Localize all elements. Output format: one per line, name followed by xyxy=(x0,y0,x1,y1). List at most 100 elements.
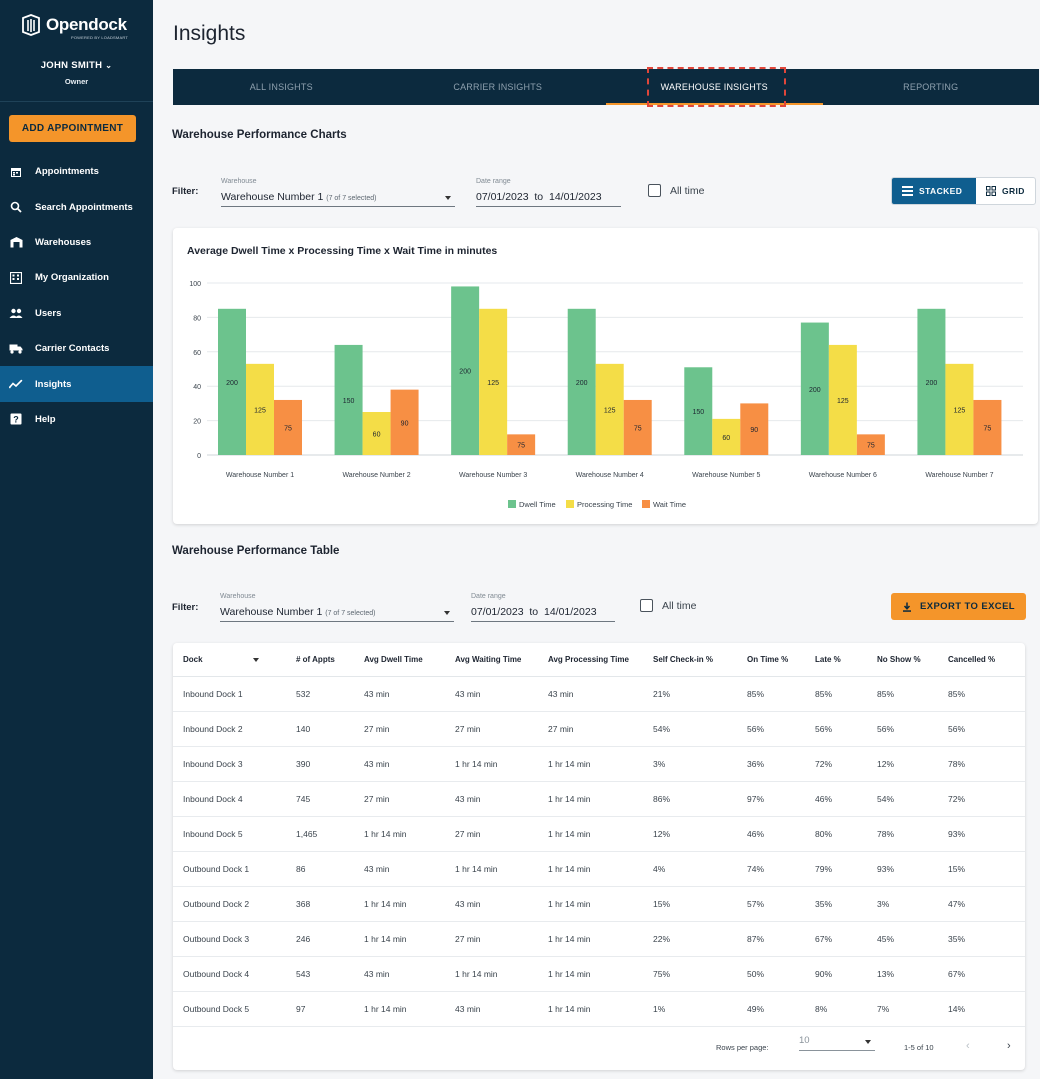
table-cell: 93% xyxy=(948,816,1025,852)
table-row[interactable]: Outbound Dock 5 97 1 hr 14 min 43 min 1 hr 1… xyxy=(173,991,1025,1027)
sidebar-item-users[interactable]: Users xyxy=(0,296,153,331)
table-cell: 1 hr 14 min xyxy=(455,956,548,992)
tab-warehouse-insights[interactable]: WAREHOUSE INSIGHTS xyxy=(606,69,823,105)
view-toggle: STACKED GRID xyxy=(891,177,1036,205)
table-cell: 1 hr 14 min xyxy=(548,851,653,887)
table-row[interactable]: Outbound Dock 4 543 43 min 1 hr 14 min 1 hr … xyxy=(173,956,1025,992)
charts-section-title: Warehouse Performance Charts xyxy=(172,129,347,141)
chart-date-range-field[interactable]: Date range 07/01/2023 to 14/01/2023 xyxy=(476,178,621,207)
table-row[interactable]: Outbound Dock 3 246 1 hr 14 min 27 min 1 hr … xyxy=(173,921,1025,957)
table-cell: 3% xyxy=(653,746,747,782)
bar-chart: 0 20 40 60 80 100 200 125 75 Warehouse Number 1 15… xyxy=(189,281,1023,509)
grid-icon xyxy=(986,186,996,196)
legend-swatch xyxy=(566,500,574,508)
sidebar-item-my-organization[interactable]: My Organization xyxy=(0,260,153,295)
legend-label: Wait Time xyxy=(653,500,686,509)
chart-warehouse-select[interactable]: Warehouse Warehouse Number 1 (7 of 7 sel… xyxy=(221,178,455,207)
table-cell: 3% xyxy=(877,886,948,922)
table-cell: 35% xyxy=(948,921,1025,957)
table-all-time-checkbox[interactable]: All time xyxy=(640,599,696,612)
rows-per-page-select[interactable]: 10 xyxy=(799,1035,875,1051)
stacked-view-button[interactable]: STACKED xyxy=(892,178,976,204)
table-pagination: Rows per page: 10 1-5 of 10 ‹ › xyxy=(173,1028,1025,1068)
table-cell: 1 hr 14 min xyxy=(548,956,653,992)
table-warehouse-select[interactable]: Warehouse Warehouse Number 1 (7 of 7 sel… xyxy=(220,593,454,622)
column-header-late[interactable]: Late % xyxy=(815,643,877,677)
sidebar-item-insights[interactable]: Insights xyxy=(0,366,153,402)
column-header-avg-waiting[interactable]: Avg Waiting Time xyxy=(455,643,548,677)
checkbox-icon[interactable] xyxy=(640,599,653,612)
table-row[interactable]: Inbound Dock 5 1,465 1 hr 14 min 27 min 1 hr… xyxy=(173,816,1025,852)
sidebar-item-carrier-contacts[interactable]: Carrier Contacts xyxy=(0,331,153,366)
column-header-avg-processing[interactable]: Avg Processing Time xyxy=(548,643,653,677)
table-cell: 49% xyxy=(747,991,815,1027)
insights-tabbar: ALL INSIGHTS CARRIER INSIGHTS WAREHOUSE … xyxy=(173,69,1039,105)
sidebar-item-warehouses[interactable]: Warehouses xyxy=(0,225,153,260)
column-header-avg-dwell[interactable]: Avg Dwell Time xyxy=(364,643,455,677)
grid-view-button[interactable]: GRID xyxy=(976,178,1035,204)
table-row[interactable]: Inbound Dock 2 140 27 min 27 min 27 min 54% 56… xyxy=(173,711,1025,747)
table-date-range-field[interactable]: Date range 07/01/2023 to 14/01/2023 xyxy=(471,593,615,622)
export-to-excel-button[interactable]: EXPORT TO EXCEL xyxy=(891,593,1026,620)
legend-label: Dwell Time xyxy=(519,500,556,509)
table-cell: 140 xyxy=(296,711,364,747)
table-cell: 43 min xyxy=(364,676,455,712)
table-row[interactable]: Outbound Dock 2 368 1 hr 14 min 43 min 1 hr … xyxy=(173,886,1025,922)
table-cell: 27 min xyxy=(364,781,455,817)
warehouse-select-value: Warehouse Number 1 xyxy=(221,191,324,203)
column-header-cancelled[interactable]: Cancelled % xyxy=(948,643,1025,677)
bar-wait-time xyxy=(507,434,536,455)
users-icon xyxy=(9,306,23,320)
table-cell: Outbound Dock 5 xyxy=(173,991,296,1027)
tab-all-insights[interactable]: ALL INSIGHTS xyxy=(249,82,313,92)
bar-data-label: 200 xyxy=(226,380,238,387)
table-cell: 27 min xyxy=(364,711,455,747)
y-tick-label: 80 xyxy=(193,315,201,322)
bar-processing-time xyxy=(479,308,508,455)
table-cell: Inbound Dock 3 xyxy=(173,746,296,782)
column-header-dock[interactable]: Dock xyxy=(173,643,296,677)
tab-carrier-insights[interactable]: CARRIER INSIGHTS xyxy=(453,82,543,92)
bar-processing-time xyxy=(595,363,624,455)
y-tick-label: 0 xyxy=(197,453,201,460)
table-row[interactable]: Inbound Dock 1 532 43 min 43 min 43 min 21% 85… xyxy=(173,676,1025,712)
table-row[interactable]: Inbound Dock 4 745 27 min 43 min 1 hr 14 min… xyxy=(173,781,1025,817)
all-time-label: All time xyxy=(670,184,705,197)
performance-table-card: Dock # of Appts Avg Dwell Time Avg Waiti… xyxy=(173,643,1025,1070)
table-cell: 67% xyxy=(948,956,1025,992)
sidebar-item-appointments[interactable]: Appointments xyxy=(0,154,153,189)
table-row[interactable]: Outbound Dock 1 86 43 min 1 hr 14 min 1 hr 1… xyxy=(173,851,1025,887)
column-header-on-time[interactable]: On Time % xyxy=(747,643,815,677)
column-header-appts[interactable]: # of Appts xyxy=(296,643,364,677)
column-header-self-checkin[interactable]: Self Check-in % xyxy=(653,643,747,677)
checkbox-icon[interactable] xyxy=(648,184,661,197)
chart-all-time-checkbox[interactable]: All time xyxy=(648,184,704,197)
rows-per-page-value: 10 xyxy=(799,1035,810,1046)
table-header-row: Dock # of Appts Avg Dwell Time Avg Waiti… xyxy=(173,643,1025,677)
brand-name: Opendock xyxy=(46,15,127,34)
bar-dwell-time xyxy=(567,308,596,455)
table-cell: 97 xyxy=(296,991,364,1027)
grid-label: GRID xyxy=(1002,186,1025,196)
add-appointment-button[interactable]: ADD APPOINTMENT xyxy=(9,115,136,142)
table-cell: 79% xyxy=(815,851,877,887)
table-cell: 27 min xyxy=(548,711,653,747)
brand-logo[interactable]: Opendock xyxy=(22,14,127,36)
column-header-no-show[interactable]: No Show % xyxy=(877,643,948,677)
table-cell: 72% xyxy=(948,781,1025,817)
table-cell: 87% xyxy=(747,921,815,957)
bar-data-label: 125 xyxy=(487,380,499,387)
bar-data-label: 75 xyxy=(867,443,875,450)
table-cell: 543 xyxy=(296,956,364,992)
next-page-icon[interactable]: › xyxy=(1007,1040,1011,1052)
bar-dwell-time xyxy=(451,286,480,455)
table-row[interactable]: Inbound Dock 3 390 43 min 1 hr 14 min 1 hr 1… xyxy=(173,746,1025,782)
sort-caret-icon[interactable] xyxy=(252,657,259,662)
sidebar-item-search-appointments[interactable]: Search Appointments xyxy=(0,189,153,224)
sidebar-item-help[interactable]: ? Help xyxy=(0,402,153,437)
table-cell: 43 min xyxy=(455,991,548,1027)
user-menu[interactable]: JOHN SMITH ⌄ Owner xyxy=(0,60,153,86)
prev-page-icon[interactable]: ‹ xyxy=(966,1040,970,1052)
y-tick-label: 100 xyxy=(189,281,201,288)
tab-reporting[interactable]: REPORTING xyxy=(903,82,959,92)
